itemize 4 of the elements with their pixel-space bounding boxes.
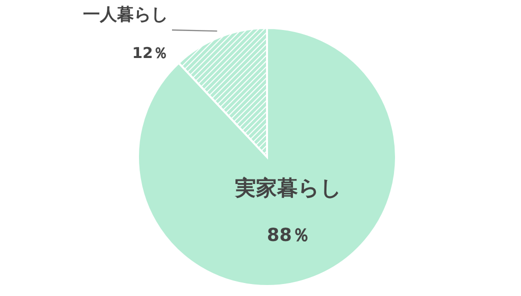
slice-label: 実家暮らし	[234, 176, 342, 200]
slice-label: 一人暮らし	[83, 5, 168, 25]
data-label: 12％	[132, 44, 168, 62]
data-label: 88％	[266, 224, 310, 246]
